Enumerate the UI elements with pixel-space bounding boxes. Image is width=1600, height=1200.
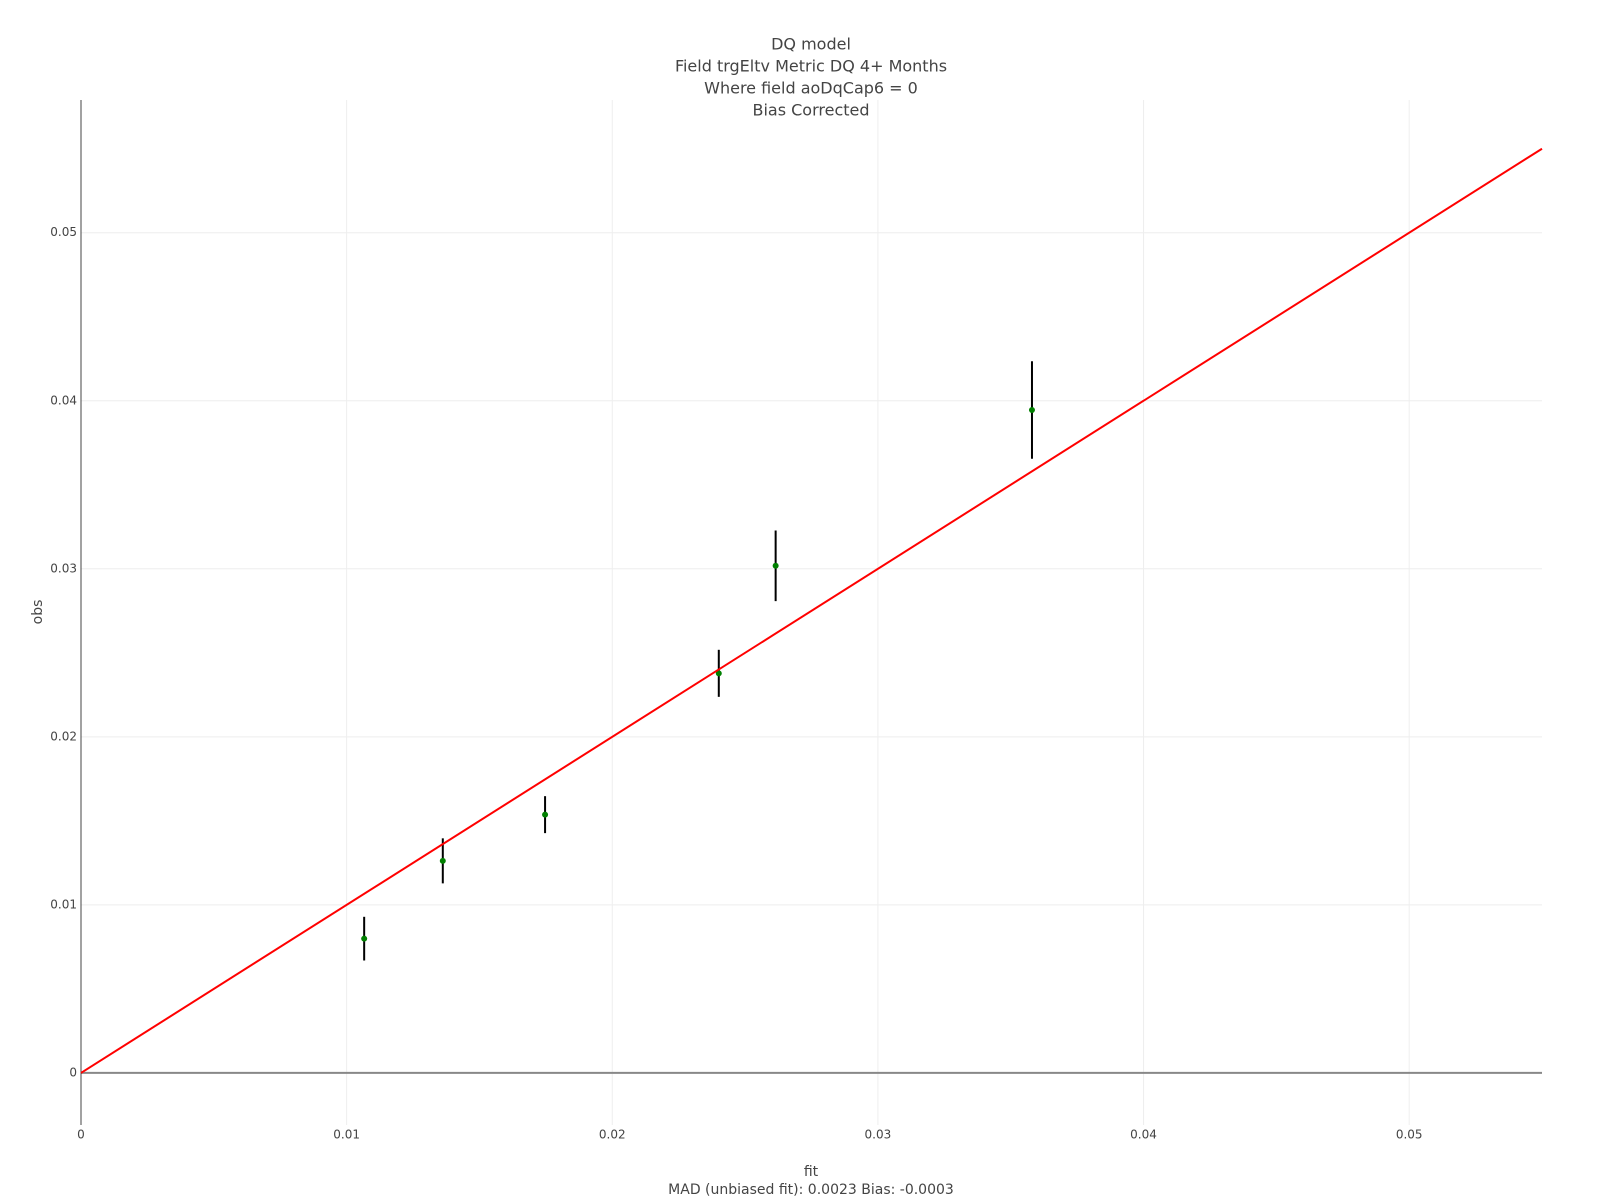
point: [439, 857, 446, 864]
x-tick-label: 0.03: [865, 1128, 892, 1142]
y-tick-label: 0.04: [50, 393, 77, 407]
chart-title: Bias Corrected: [752, 101, 869, 120]
x-tick-label: 0.05: [1396, 1128, 1423, 1142]
chart-title: Where field aoDqCap6 = 0: [704, 79, 918, 98]
point: [542, 811, 549, 818]
fit-line: [80, 147, 1543, 1074]
x-tick-label: 0: [77, 1128, 85, 1142]
x-axis-note: MAD (unbiased fit): 0.0023 Bias: -0.0003: [668, 1182, 954, 1198]
x-tick-label: 0.02: [599, 1128, 626, 1142]
y-axis-title: obs: [30, 600, 46, 625]
point: [715, 670, 722, 677]
y-tick-label: 0.03: [50, 561, 77, 575]
y-tick-label: 0.05: [50, 225, 77, 239]
y-tick-label: 0.02: [50, 729, 77, 743]
y-tick-label: 0.01: [50, 897, 77, 911]
point: [1028, 407, 1035, 414]
x-tick-label: 0.01: [333, 1128, 360, 1142]
chart-title: Field trgEltv Metric DQ 4+ Months: [675, 57, 947, 76]
y-tick-label: 0: [69, 1065, 77, 1079]
x-tick-label: 0.04: [1130, 1128, 1157, 1142]
chart-title: DQ model: [771, 35, 851, 54]
point: [772, 562, 779, 569]
point: [361, 935, 368, 942]
x-axis-title: fit: [804, 1164, 819, 1180]
